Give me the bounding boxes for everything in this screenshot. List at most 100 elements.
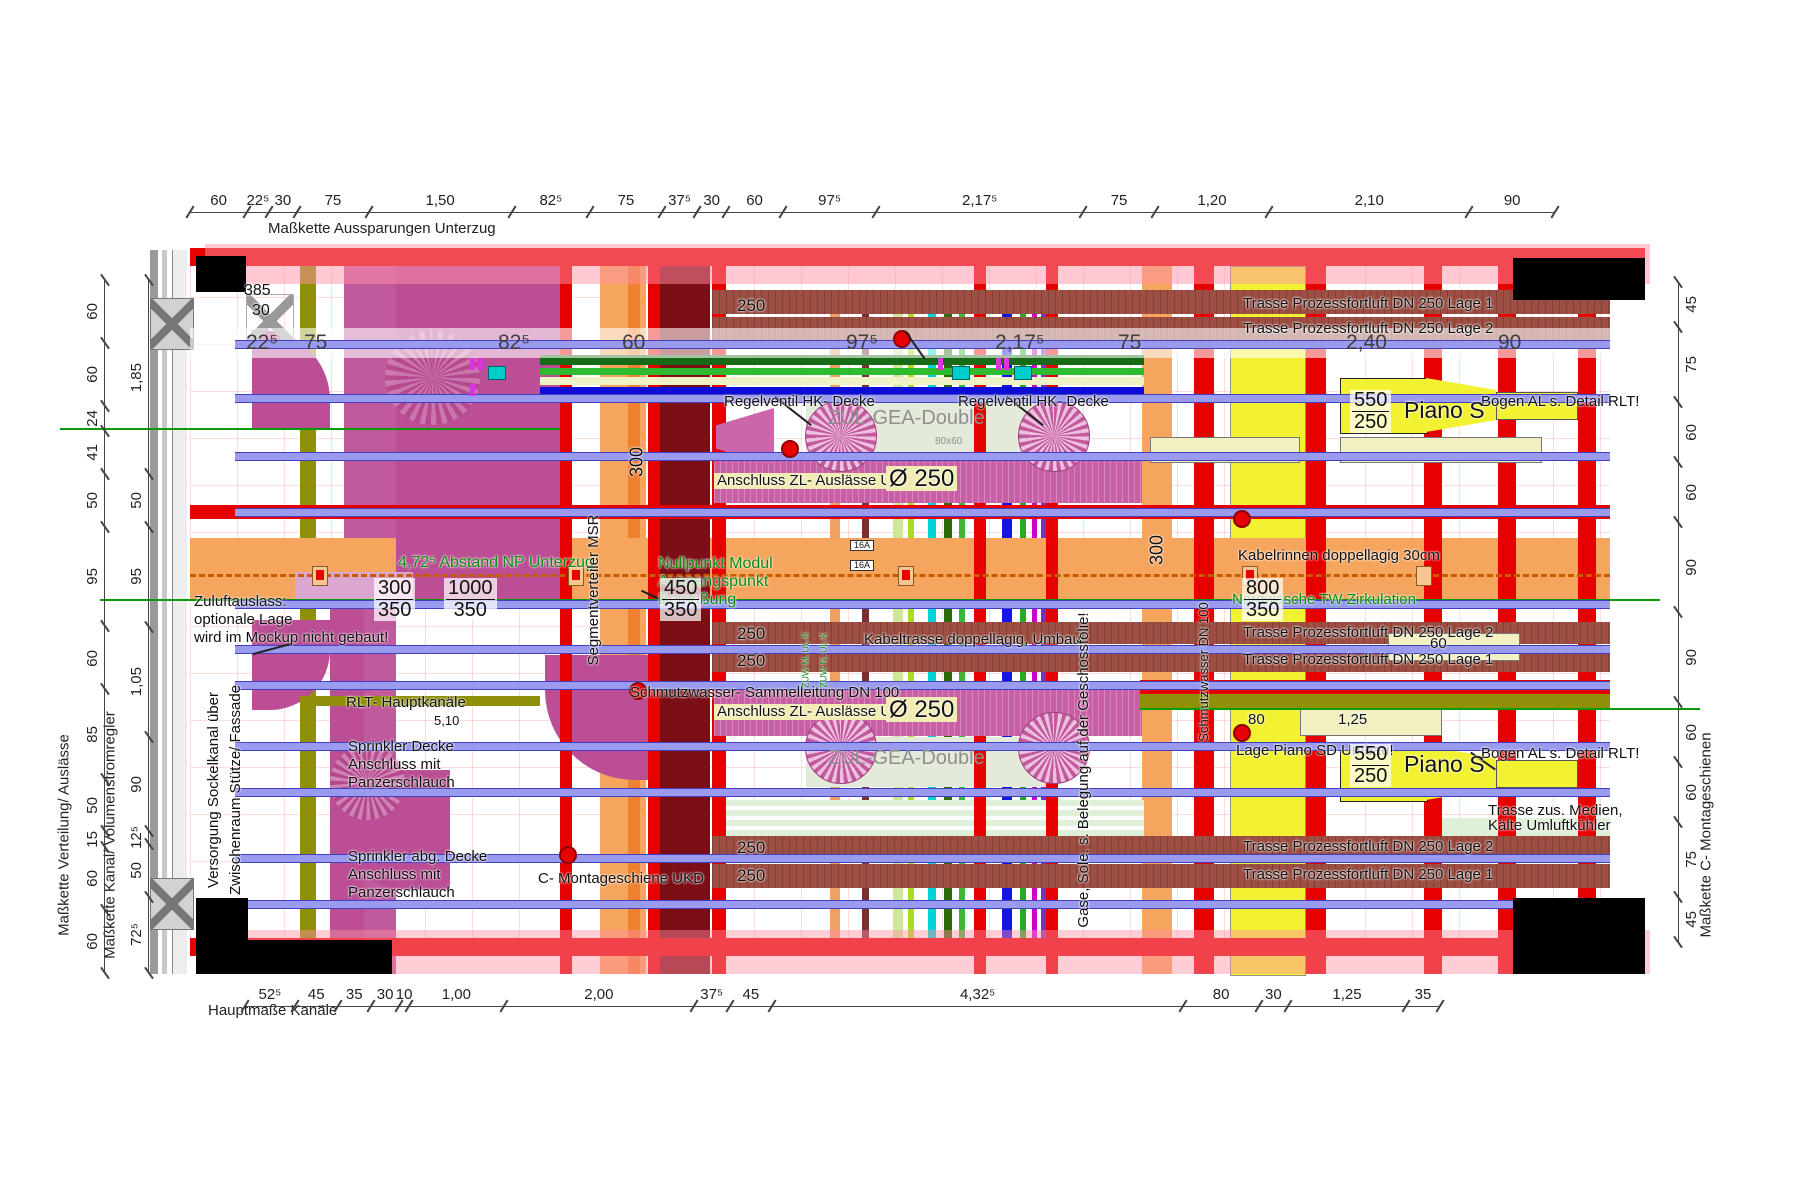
support-marker xyxy=(1246,570,1254,580)
dim-segment: 95 xyxy=(124,527,148,627)
valve-tick xyxy=(938,358,943,370)
dim-note: 385 xyxy=(244,282,271,299)
dim-value: 60 xyxy=(83,303,101,320)
dim-note: 80 xyxy=(1248,711,1265,728)
dim-note: 30 xyxy=(252,302,270,319)
dim-segment: 30 xyxy=(1259,984,1288,1006)
dim-segment: 72⁵ xyxy=(124,897,148,973)
dim-segment: 60 xyxy=(726,190,783,212)
dim-chain-right: 45 75 60 60 90 90 60 60 75 45 xyxy=(1678,282,1703,942)
duct-size: 800 350 xyxy=(1242,578,1284,621)
dim-value: 37⁵ xyxy=(700,986,724,1003)
beam-red-vertical xyxy=(974,266,986,974)
facade-wall-line xyxy=(162,250,167,974)
dim-value: 1,05 xyxy=(127,667,145,697)
dim-value: 1,25 xyxy=(1332,986,1362,1003)
duct-width: 1000 xyxy=(446,577,495,600)
dim-segment: 75 xyxy=(590,190,661,212)
note-sockelkanal: Versorgung Sockelkanal über xyxy=(205,692,223,888)
dim-value: 60 xyxy=(210,192,227,209)
pipe-run xyxy=(540,355,1144,365)
note-sprinkler: Sprinkler Decke xyxy=(348,738,454,755)
note-sprinkler-abg: Panzerschlauch xyxy=(348,884,455,901)
dim-value: 60 xyxy=(83,933,101,950)
pipe-run xyxy=(540,387,1144,394)
dim-segment: 4,32⁵ xyxy=(772,984,1183,1006)
montageschiene-rail xyxy=(235,788,1610,797)
dim-segment: 52⁵ xyxy=(245,984,295,1006)
pipe-tag: ZUW M, UL-K xyxy=(800,632,811,688)
dim-value: 60 xyxy=(1682,783,1700,801)
label-trasse-prozessfortluft: Trasse Prozessfortluft DN 250 Lage 2 xyxy=(1243,838,1494,855)
column-x-symbol xyxy=(150,298,194,350)
duct-dim: 250 xyxy=(737,296,766,315)
dim-value: 50 xyxy=(83,796,101,814)
dim-value: 85 xyxy=(83,725,101,743)
label-diameter: Ø 250 xyxy=(886,697,958,722)
ghost-dim: 2,17⁵ xyxy=(995,331,1045,354)
dim-segment: 50 xyxy=(124,474,148,527)
dim-value: 50 xyxy=(127,862,145,879)
dim-chain-left-outer-label: Maßkette Verteilung/ Auslässe xyxy=(55,734,73,936)
dim-value: 45 xyxy=(1682,296,1700,313)
dim-value: 60 xyxy=(1682,423,1700,441)
support-marker xyxy=(572,570,580,580)
label-rlt-hauptkanaele: RLT- Hauptkanäle xyxy=(346,694,466,711)
duct-height: 350 xyxy=(664,599,698,621)
dim-chain-top: 60 22⁵ 30 75 1,50 82⁵ 75 37⁵ 30 60 97⁵ 2,17⁵ 75 1,20 2… xyxy=(190,190,1556,213)
olive-run xyxy=(300,696,540,706)
dim-note: 1,25 xyxy=(1338,711,1368,728)
label-bogen-al: Bogen AL s. Detail RLT! xyxy=(1481,745,1640,762)
label-regelventil: Regelventil HK- Decke xyxy=(958,393,1109,410)
valve-cyan xyxy=(952,366,970,380)
montageschiene-rail xyxy=(235,340,1610,349)
block-black xyxy=(196,940,392,974)
pipe-run xyxy=(540,368,1144,375)
duct-size: 1000 350 xyxy=(444,578,497,621)
label-kabelrinnen: Kabelrinnen doppellagig 30cm xyxy=(1238,547,1440,564)
valve-tick xyxy=(470,358,475,370)
dim-value: 60 xyxy=(746,192,763,209)
dim-value: 82⁵ xyxy=(539,192,563,209)
dim-value: 30 xyxy=(703,192,721,209)
label-trasse-prozessfortluft: Trasse Prozessfortluft DN 250 Lage 1 xyxy=(1243,295,1494,312)
level-line-green xyxy=(60,428,560,430)
dim-value: 15 xyxy=(83,830,101,848)
dim-segment: 35 xyxy=(338,984,371,1006)
ghost-dim: 82⁵ xyxy=(498,331,531,354)
montageschiene-rail xyxy=(235,508,1610,517)
dim-value: 30 xyxy=(376,986,394,1003)
dim-value: 90 xyxy=(1682,558,1700,576)
note-zuluftauslass: Zuluftauslass: xyxy=(194,593,287,610)
duct-orange-core xyxy=(628,266,640,974)
valve-tick xyxy=(470,384,475,396)
dim-segment: 60 xyxy=(80,910,104,973)
dim-value: 24 xyxy=(83,410,101,427)
dim-segment: 1,05 xyxy=(124,627,148,737)
note-sprinkler: Anschluss mit xyxy=(348,756,441,773)
duct-magenta-large xyxy=(396,266,560,604)
duct-height: 350 xyxy=(453,599,487,621)
dim-value: 60 xyxy=(83,649,101,667)
dim-value: 30 xyxy=(274,192,292,209)
beam-red-vertical xyxy=(648,266,660,974)
duct-width: 550 xyxy=(1352,389,1390,412)
montageschiene-rail xyxy=(235,681,1610,690)
label-trasse-prozessfortluft: Trasse Prozessfortluft DN 250 Lage 2 xyxy=(1243,320,1494,337)
duct-dim: 250 xyxy=(737,838,766,857)
dim-segment: 30 xyxy=(371,984,400,1006)
label-zul-gea: ZUL-GEA-Double xyxy=(828,407,985,429)
valve-cyan xyxy=(1014,366,1032,380)
dim-value: 1,85 xyxy=(127,362,145,392)
duct-height: 250 xyxy=(1354,411,1388,433)
dim-value: 2,10 xyxy=(1354,192,1384,209)
dim-segment: 90 xyxy=(1679,612,1703,702)
montageschiene-rail xyxy=(235,900,1610,909)
beam-red-vertical xyxy=(1578,266,1596,974)
dim-value: 75 xyxy=(324,192,342,209)
facade-strip xyxy=(172,250,187,974)
dim-value: 72⁵ xyxy=(127,923,145,947)
dim-segment: 82⁵ xyxy=(512,190,591,212)
dim-value: 50 xyxy=(83,492,101,509)
dim-segment: 2,10 xyxy=(1269,190,1469,212)
